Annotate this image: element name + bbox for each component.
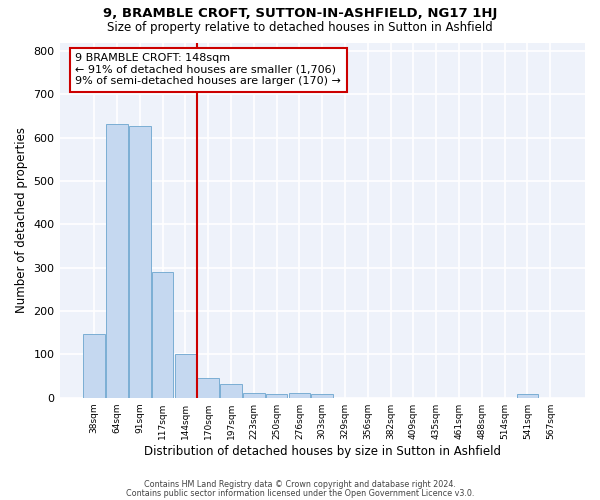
Text: Contains public sector information licensed under the Open Government Licence v3: Contains public sector information licen… [126,488,474,498]
Text: 9, BRAMBLE CROFT, SUTTON-IN-ASHFIELD, NG17 1HJ: 9, BRAMBLE CROFT, SUTTON-IN-ASHFIELD, NG… [103,8,497,20]
Bar [129,126,151,398]
Bar [83,334,105,398]
X-axis label: Distribution of detached houses by size in Sutton in Ashfield: Distribution of detached houses by size … [144,444,501,458]
Bar [266,394,287,398]
Bar [220,384,242,398]
Text: 9 BRAMBLE CROFT: 148sqm
← 91% of detached houses are smaller (1,706)
9% of semi-: 9 BRAMBLE CROFT: 148sqm ← 91% of detache… [76,53,341,86]
Text: Contains HM Land Registry data © Crown copyright and database right 2024.: Contains HM Land Registry data © Crown c… [144,480,456,489]
Bar [197,378,219,398]
Bar [106,124,128,398]
Bar [243,394,265,398]
Y-axis label: Number of detached properties: Number of detached properties [15,127,28,313]
Bar [289,394,310,398]
Bar [311,394,333,398]
Bar [175,354,196,398]
Text: Size of property relative to detached houses in Sutton in Ashfield: Size of property relative to detached ho… [107,21,493,34]
Bar [517,394,538,398]
Bar [152,272,173,398]
